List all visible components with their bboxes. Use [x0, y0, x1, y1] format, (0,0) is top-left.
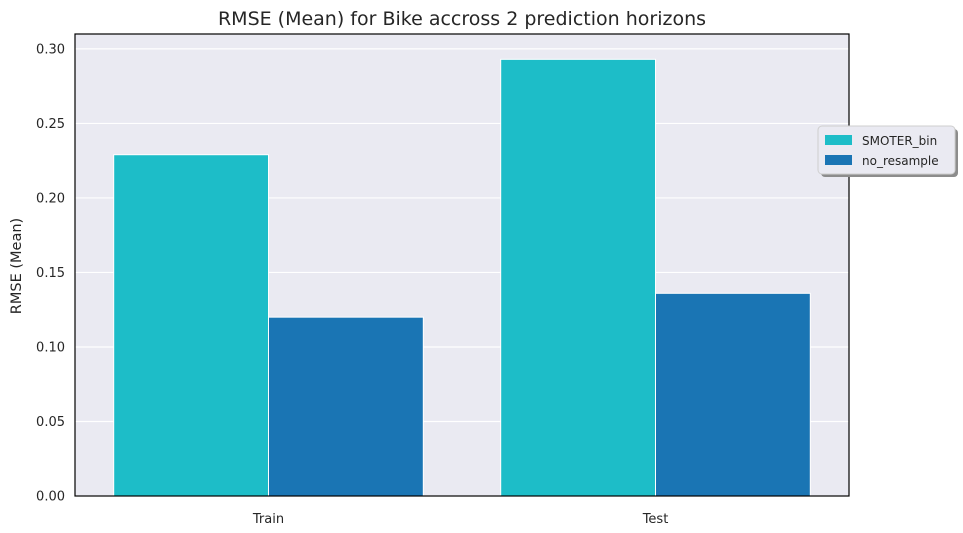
y-tick-label: 0.05	[36, 415, 65, 430]
y-axis-label: RMSE (Mean)	[9, 218, 25, 314]
bar-no-resample-test	[655, 292, 811, 497]
bar-SMOTER-bin-test	[500, 58, 657, 497]
y-tick-label: 0.25	[36, 117, 65, 132]
y-tick-label: 0.15	[36, 266, 65, 281]
legend-label: SMOTER_bin	[862, 134, 937, 148]
legend-swatch	[825, 155, 852, 165]
legend-box	[817, 125, 956, 175]
legend: SMOTER_bin no_resample	[817, 125, 958, 177]
y-tick-label: 0.00	[36, 490, 65, 505]
y-tick-label: 0.20	[36, 191, 65, 206]
y-tick-label: 0.30	[36, 42, 65, 57]
chart-title: RMSE (Mean) for Bike accross 2 predictio…	[218, 8, 706, 30]
x-tick-label: Test	[642, 512, 669, 527]
y-tick-label: 0.10	[36, 340, 65, 355]
bar-no-resample-train	[268, 316, 424, 497]
x-tick-labels: Train Test	[252, 512, 668, 527]
legend-swatch	[825, 135, 852, 145]
x-tick-label: Train	[252, 512, 284, 527]
bar-SMOTER-bin-train	[113, 154, 269, 497]
legend-label: no_resample	[862, 154, 939, 168]
plot-frame	[74, 33, 850, 497]
y-tick-labels: 0.00 0.05 0.10 0.15 0.20 0.25 0.30	[36, 42, 65, 504]
